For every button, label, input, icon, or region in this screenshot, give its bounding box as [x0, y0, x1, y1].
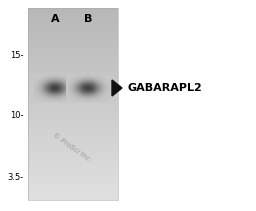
Bar: [28, 8, 118, 200]
Text: © ProSci Inc.: © ProSci Inc.: [51, 132, 93, 164]
Text: A: A: [51, 14, 59, 24]
Polygon shape: [112, 80, 122, 96]
Text: 15-: 15-: [10, 51, 24, 61]
Text: 10-: 10-: [10, 111, 24, 119]
Text: B: B: [84, 14, 92, 24]
Text: GABARAPL2: GABARAPL2: [127, 83, 202, 93]
Text: 3.5-: 3.5-: [8, 173, 24, 183]
